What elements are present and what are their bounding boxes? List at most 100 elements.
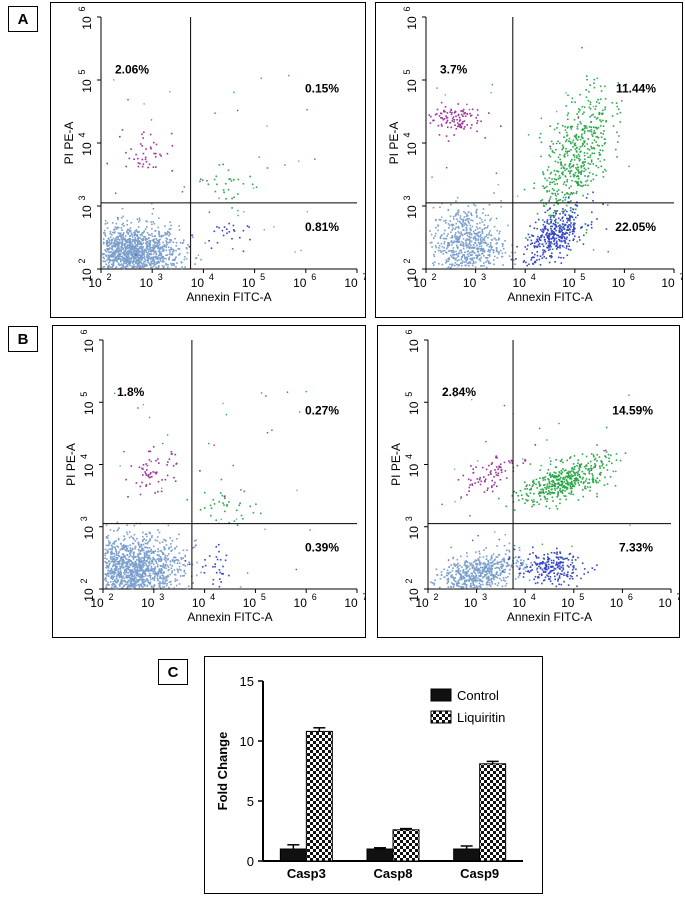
event-point-late bbox=[561, 167, 563, 169]
event-point-late bbox=[601, 166, 603, 168]
event-point-late bbox=[545, 476, 547, 478]
event-point-live bbox=[147, 241, 149, 243]
event-point-live bbox=[135, 581, 137, 583]
event-point-live bbox=[160, 247, 162, 249]
event-point-live bbox=[170, 240, 172, 242]
event-point-live bbox=[493, 259, 495, 261]
event-point-live bbox=[159, 568, 161, 570]
event-point-necrotic bbox=[142, 159, 144, 161]
event-point-late bbox=[591, 129, 593, 131]
event-point-late bbox=[593, 163, 595, 165]
event-point-late bbox=[587, 156, 589, 158]
event-point-early bbox=[563, 220, 565, 222]
event-point-live bbox=[518, 577, 520, 579]
event-point-live bbox=[453, 247, 455, 249]
x-tick-exponent: 4 bbox=[209, 272, 214, 282]
event-point-live bbox=[114, 580, 116, 582]
event-point-late bbox=[598, 114, 600, 116]
event-point-late bbox=[584, 175, 586, 177]
event-point-early bbox=[542, 243, 544, 245]
event-point-necrotic bbox=[439, 134, 441, 136]
event-point-early bbox=[591, 224, 593, 226]
event-point-late bbox=[604, 143, 606, 145]
event-point-live bbox=[144, 585, 146, 587]
event-point-live bbox=[446, 248, 448, 250]
event-point-live bbox=[107, 267, 109, 269]
event-point-late bbox=[582, 144, 584, 146]
event-point-live bbox=[466, 587, 468, 589]
event-point-live bbox=[491, 566, 493, 568]
event-point-necrotic bbox=[136, 482, 138, 484]
event-point-live bbox=[480, 238, 482, 240]
event-point-live bbox=[139, 260, 141, 262]
event-point-live bbox=[108, 540, 110, 542]
event-point-live bbox=[144, 251, 146, 253]
event-point-live bbox=[117, 250, 119, 252]
event-point-live bbox=[129, 243, 131, 245]
event-point-late bbox=[545, 203, 547, 205]
event-point-live bbox=[165, 564, 167, 566]
event-point-live bbox=[121, 556, 123, 558]
event-point-necrotic bbox=[463, 475, 465, 477]
event-point-live bbox=[108, 249, 110, 251]
noise-point bbox=[222, 403, 223, 404]
event-point-late bbox=[231, 207, 233, 209]
event-point-live bbox=[112, 255, 114, 257]
event-point-live bbox=[488, 566, 490, 568]
event-point-early bbox=[551, 253, 553, 255]
event-point-live bbox=[135, 257, 137, 259]
event-point-necrotic bbox=[453, 116, 455, 118]
event-point-live bbox=[447, 258, 449, 260]
event-point-late bbox=[569, 138, 571, 140]
event-point-necrotic bbox=[165, 479, 167, 481]
event-point-live bbox=[120, 566, 122, 568]
event-point-live bbox=[113, 586, 115, 588]
event-point-live bbox=[116, 545, 118, 547]
event-point-live bbox=[494, 238, 496, 240]
event-point-live bbox=[501, 564, 503, 566]
event-point-live bbox=[155, 267, 157, 269]
event-point-late bbox=[574, 119, 576, 121]
event-point-live bbox=[473, 238, 475, 240]
event-point-early bbox=[558, 257, 560, 259]
event-point-necrotic bbox=[158, 481, 160, 483]
event-point-early bbox=[552, 237, 554, 239]
event-point-late bbox=[578, 170, 580, 172]
event-point-late bbox=[587, 153, 589, 155]
event-point-live bbox=[163, 266, 165, 268]
noise-point bbox=[226, 414, 227, 415]
event-point-live bbox=[146, 246, 148, 248]
event-point-live bbox=[484, 237, 486, 239]
event-point-live bbox=[164, 549, 166, 551]
event-point-early bbox=[561, 262, 563, 264]
event-point-live bbox=[130, 257, 132, 259]
event-point-late bbox=[593, 126, 595, 128]
event-point-live bbox=[141, 265, 143, 267]
event-point-live bbox=[119, 255, 121, 257]
event-point-live bbox=[111, 587, 113, 589]
event-point-live bbox=[463, 569, 465, 571]
event-point-live bbox=[130, 584, 132, 586]
event-point-late bbox=[582, 471, 584, 473]
event-point-early bbox=[556, 248, 558, 250]
event-point-necrotic bbox=[144, 471, 146, 473]
event-point-live bbox=[108, 262, 110, 264]
event-point-early bbox=[527, 245, 529, 247]
noise-point bbox=[151, 119, 152, 120]
event-point-live bbox=[196, 562, 198, 564]
flow-plot-2-svg: 102103104105106107102103104105106Annexin… bbox=[376, 3, 682, 317]
event-point-early bbox=[565, 233, 567, 235]
event-point-live bbox=[125, 263, 127, 265]
event-point-live bbox=[447, 267, 449, 269]
event-point-live bbox=[461, 224, 463, 226]
event-point-live bbox=[487, 237, 489, 239]
event-point-late bbox=[584, 107, 586, 109]
x-tick-label: 10 bbox=[463, 276, 477, 290]
scatter-points bbox=[430, 393, 631, 589]
x-tick-label: 10 bbox=[513, 276, 527, 290]
event-point-live bbox=[514, 263, 516, 265]
event-point-live bbox=[465, 233, 467, 235]
event-point-live bbox=[444, 238, 446, 240]
event-point-late bbox=[571, 166, 573, 168]
event-point-live bbox=[487, 215, 489, 217]
